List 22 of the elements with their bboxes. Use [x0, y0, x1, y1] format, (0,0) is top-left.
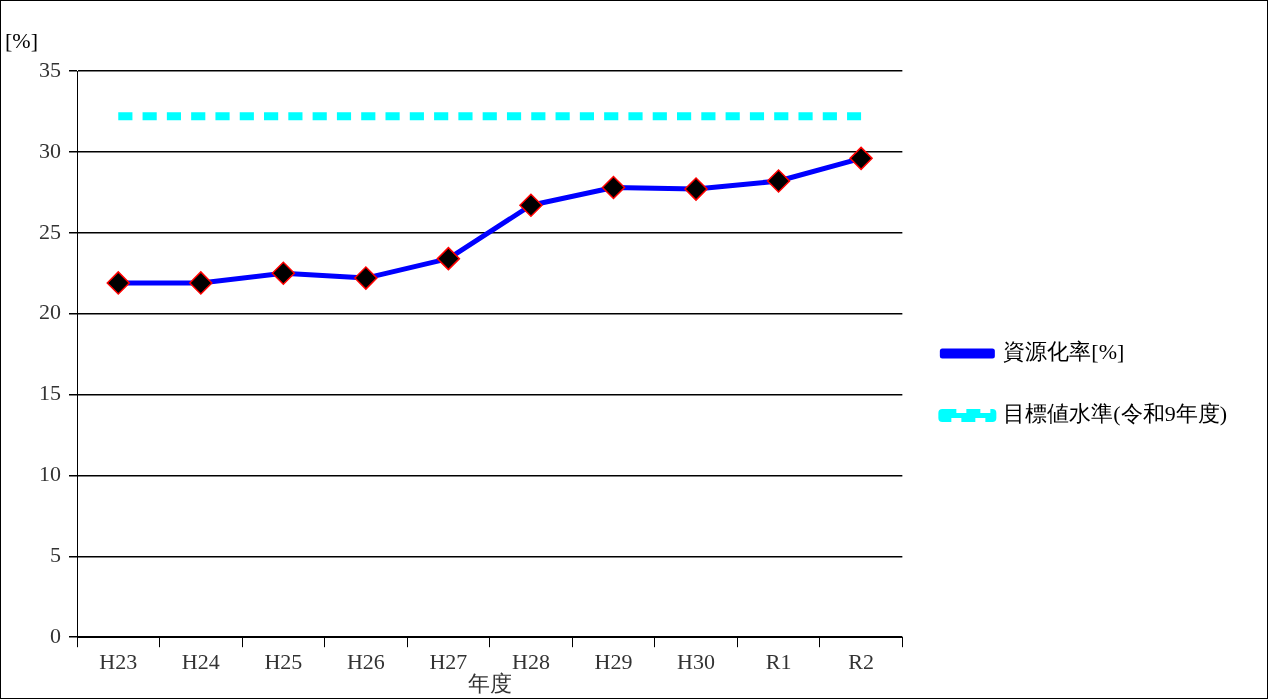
y-tick-label: 30 — [39, 137, 61, 163]
x-tick-label: H28 — [512, 649, 550, 675]
y-tick-label: 10 — [39, 461, 61, 487]
y-axis-title: [%] — [5, 27, 38, 53]
x-tick-label: R1 — [765, 649, 792, 675]
legend-label: 資源化率[%] — [1003, 339, 1125, 365]
x-tick-label: H24 — [181, 649, 220, 675]
y-tick-label: 15 — [39, 380, 61, 406]
x-tick-label: H23 — [99, 649, 138, 675]
x-tick-label: H29 — [594, 649, 633, 675]
x-tick-label: H30 — [677, 649, 715, 675]
x-axis-title: 年度 — [467, 670, 512, 696]
x-tick-label: H25 — [264, 649, 303, 675]
x-tick-label: H26 — [346, 649, 385, 675]
y-tick-label: 35 — [39, 56, 61, 82]
x-tick-label: R2 — [848, 649, 874, 675]
y-tick-label: 5 — [50, 542, 61, 568]
y-tick-label: 25 — [39, 218, 61, 244]
y-tick-label: 20 — [39, 299, 61, 325]
y-tick-label: 0 — [50, 622, 61, 648]
x-tick-label: H27 — [429, 649, 468, 675]
legend-label: 目標値水準(令和9年度) — [1003, 401, 1227, 427]
